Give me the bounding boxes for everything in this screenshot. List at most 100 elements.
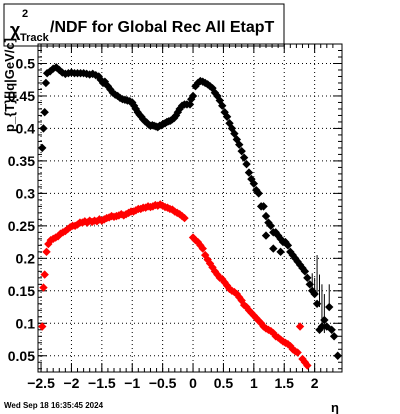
black-data-point bbox=[303, 273, 312, 283]
black-data-point bbox=[239, 153, 249, 162]
black-data-point bbox=[187, 95, 196, 104]
red-data-point bbox=[73, 220, 82, 229]
black-data-point bbox=[100, 77, 110, 86]
black-data-point bbox=[325, 302, 334, 312]
black-data-point bbox=[173, 107, 183, 117]
x-axis-label: η bbox=[331, 400, 339, 414]
black-data-point bbox=[222, 112, 232, 121]
black-data-point bbox=[320, 315, 329, 325]
plot-frame bbox=[37, 43, 343, 373]
red-data-point bbox=[38, 322, 47, 331]
black-data-point bbox=[185, 100, 195, 109]
y-tick-label: 0.1 bbox=[16, 315, 36, 331]
black-data-point bbox=[269, 244, 278, 253]
title-subscript: Track bbox=[20, 32, 50, 44]
black-data-point bbox=[96, 75, 105, 84]
black-data-point bbox=[42, 69, 52, 78]
series-black bbox=[38, 63, 342, 360]
black-data-point bbox=[237, 146, 246, 156]
black-data-point bbox=[329, 332, 339, 341]
black-data-point bbox=[106, 85, 115, 94]
y-tick-label: 0.05 bbox=[8, 348, 35, 364]
black-data-point bbox=[310, 289, 319, 299]
red-data-point bbox=[40, 270, 49, 279]
y-tick-label: 0.45 bbox=[8, 88, 35, 104]
x-tick-label: 0 bbox=[189, 375, 197, 391]
black-data-point bbox=[108, 88, 117, 97]
red-data-point bbox=[239, 300, 249, 310]
black-data-point bbox=[175, 104, 184, 114]
x-tick-label: −0.5 bbox=[149, 375, 177, 391]
title-frame bbox=[3, 3, 285, 47]
timestamp: Wed Sep 18 16:35:45 2024 bbox=[4, 401, 104, 410]
black-data-point bbox=[261, 211, 271, 221]
black-data-point bbox=[242, 159, 251, 169]
black-data-point bbox=[312, 299, 322, 309]
black-data-point bbox=[210, 88, 220, 97]
black-data-point bbox=[317, 322, 327, 331]
x-tick-labels: −2.5 −2 −1.5 −1 −0.5 0 0.5 1 1.5 2 bbox=[27, 375, 319, 391]
black-data-point bbox=[208, 83, 217, 93]
black-data-point bbox=[49, 64, 58, 73]
y-axis-label: p_{T}[|q|GeV/c] bbox=[2, 38, 17, 132]
black-data-point bbox=[327, 325, 336, 334]
x-tick-label: −1 bbox=[124, 375, 140, 391]
red-data-point bbox=[196, 241, 205, 250]
axis-ticks bbox=[38, 44, 342, 372]
red-data-point bbox=[39, 283, 48, 292]
y-tick-labels: 0.05 0.1 0.15 0.2 0.25 0.3 0.35 0.4 0.45 0.5 bbox=[8, 55, 35, 363]
x-tick-label: 0.5 bbox=[214, 375, 234, 391]
black-data-point bbox=[276, 247, 285, 257]
grid-lines bbox=[38, 44, 342, 372]
red-data-point bbox=[92, 217, 102, 226]
black-data-point bbox=[55, 65, 64, 75]
x-tick-label: 2 bbox=[311, 375, 319, 391]
black-data-point bbox=[333, 351, 342, 360]
black-data-point bbox=[283, 241, 293, 250]
y-tick-label: 0.25 bbox=[8, 218, 35, 234]
red-data-point bbox=[83, 218, 92, 227]
x-tick-label: −1.5 bbox=[88, 375, 116, 391]
title-superscript: 2 bbox=[22, 8, 28, 20]
x-tick-label: −2 bbox=[63, 375, 79, 391]
title-box: χ 2 Track /NDF for Global Rec All EtapT bbox=[3, 3, 285, 47]
black-data-point bbox=[41, 78, 51, 88]
red-data-point bbox=[295, 322, 305, 331]
black-data-point bbox=[230, 129, 239, 138]
black-data-point bbox=[300, 267, 310, 276]
x-tick-label: −2.5 bbox=[27, 375, 55, 391]
black-data-point bbox=[259, 202, 268, 211]
title-symbol: χ bbox=[10, 20, 21, 40]
black-data-point bbox=[131, 104, 141, 114]
x-tick-label: 1.5 bbox=[275, 375, 295, 391]
red-data-point bbox=[293, 348, 302, 357]
black-data-point bbox=[40, 107, 49, 117]
y-tick-label: 0.5 bbox=[16, 55, 36, 71]
black-data-point bbox=[218, 101, 227, 110]
red-data-point bbox=[42, 247, 51, 257]
y-tick-label: 0.4 bbox=[16, 120, 36, 136]
red-data-point bbox=[198, 244, 207, 253]
black-data-point bbox=[261, 231, 271, 240]
black-data-point bbox=[244, 168, 254, 177]
red-data-point bbox=[218, 274, 227, 284]
y-tick-label: 0.3 bbox=[16, 185, 36, 201]
black-data-point bbox=[254, 189, 263, 198]
black-data-point bbox=[58, 68, 67, 77]
black-data-point bbox=[205, 82, 215, 91]
black-data-point bbox=[38, 143, 47, 153]
series-red bbox=[38, 200, 312, 370]
title-text: /NDF for Global Rec All EtapT bbox=[50, 19, 275, 36]
black-data-point bbox=[39, 124, 48, 133]
black-data-point bbox=[188, 91, 198, 101]
red-data-point bbox=[303, 361, 312, 370]
y-tick-label: 0.15 bbox=[8, 283, 35, 299]
black-data-point bbox=[45, 67, 55, 76]
red-data-point bbox=[44, 239, 53, 249]
y-tick-label: 0.2 bbox=[16, 250, 36, 266]
black-data-point bbox=[103, 82, 113, 91]
black-data-point bbox=[305, 280, 314, 289]
y-tick-label: 0.35 bbox=[8, 153, 35, 169]
